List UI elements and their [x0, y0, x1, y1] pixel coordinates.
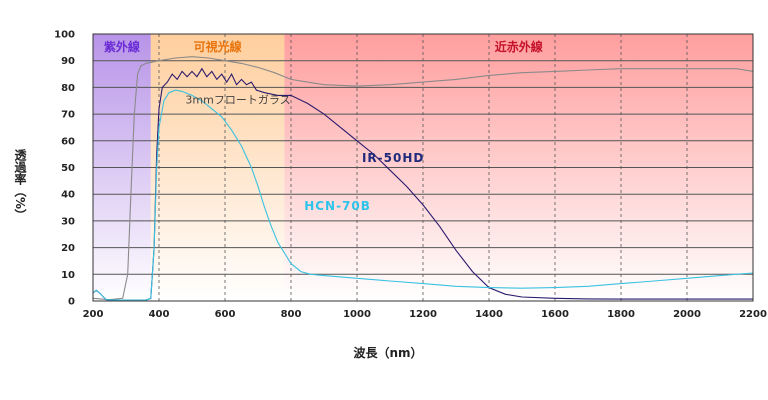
- y-tick-label: 70: [61, 110, 75, 121]
- series-label-1: IR-50HD: [362, 151, 424, 165]
- series-line-2: [92, 89, 754, 301]
- y-tick-label: 40: [61, 190, 75, 201]
- series-line-0: [92, 56, 754, 301]
- y-tick-label: 30: [61, 216, 75, 227]
- y-tick-label: 90: [61, 56, 75, 67]
- plot-frame: [92, 33, 754, 302]
- x-tick-label: 1200: [409, 309, 437, 320]
- x-tick-label: 600: [215, 309, 236, 320]
- x-axis-title: 波長（nm）: [353, 345, 422, 360]
- series-label-0: 3mmフロートガラス: [185, 93, 290, 106]
- y-tick-label: 10: [61, 270, 75, 281]
- x-tick-label: 400: [149, 309, 170, 320]
- band-label-1: 可視光線: [194, 39, 242, 54]
- series-lines: [92, 56, 754, 301]
- x-tick-label: 2000: [673, 309, 701, 320]
- y-tick-label: 60: [61, 136, 75, 147]
- y-tick-label: 50: [61, 163, 75, 174]
- series-line-1: [92, 67, 753, 301]
- chart-labels: 紫外線 可視光線 近赤外線 3mmフロートガラス IR-50HD HCN-70B: [104, 39, 543, 213]
- grid-lines: [93, 33, 753, 302]
- x-tick-label: 1000: [343, 309, 371, 320]
- x-tick-label: 1800: [607, 309, 635, 320]
- x-tick-label: 1600: [541, 309, 569, 320]
- y-axis-title: 透過率（%）: [13, 149, 27, 221]
- y-tick-label: 100: [54, 30, 75, 41]
- x-tick-label: 200: [83, 309, 104, 320]
- x-tick-label: 800: [281, 309, 302, 320]
- y-tick-label: 80: [61, 83, 75, 94]
- band-label-2: 近赤外線: [495, 39, 543, 54]
- x-tick-label: 1400: [475, 309, 503, 320]
- series-label-2: HCN-70B: [304, 199, 371, 213]
- x-tick-label: 2200: [739, 309, 767, 320]
- y-tick-label: 0: [68, 297, 75, 308]
- band-label-0: 紫外線: [104, 39, 140, 54]
- y-tick-label: 20: [61, 243, 75, 254]
- axes: 0 10 20 30 40 50 60 70 80 90 100 200 400 600 800 1000 12…: [54, 30, 767, 321]
